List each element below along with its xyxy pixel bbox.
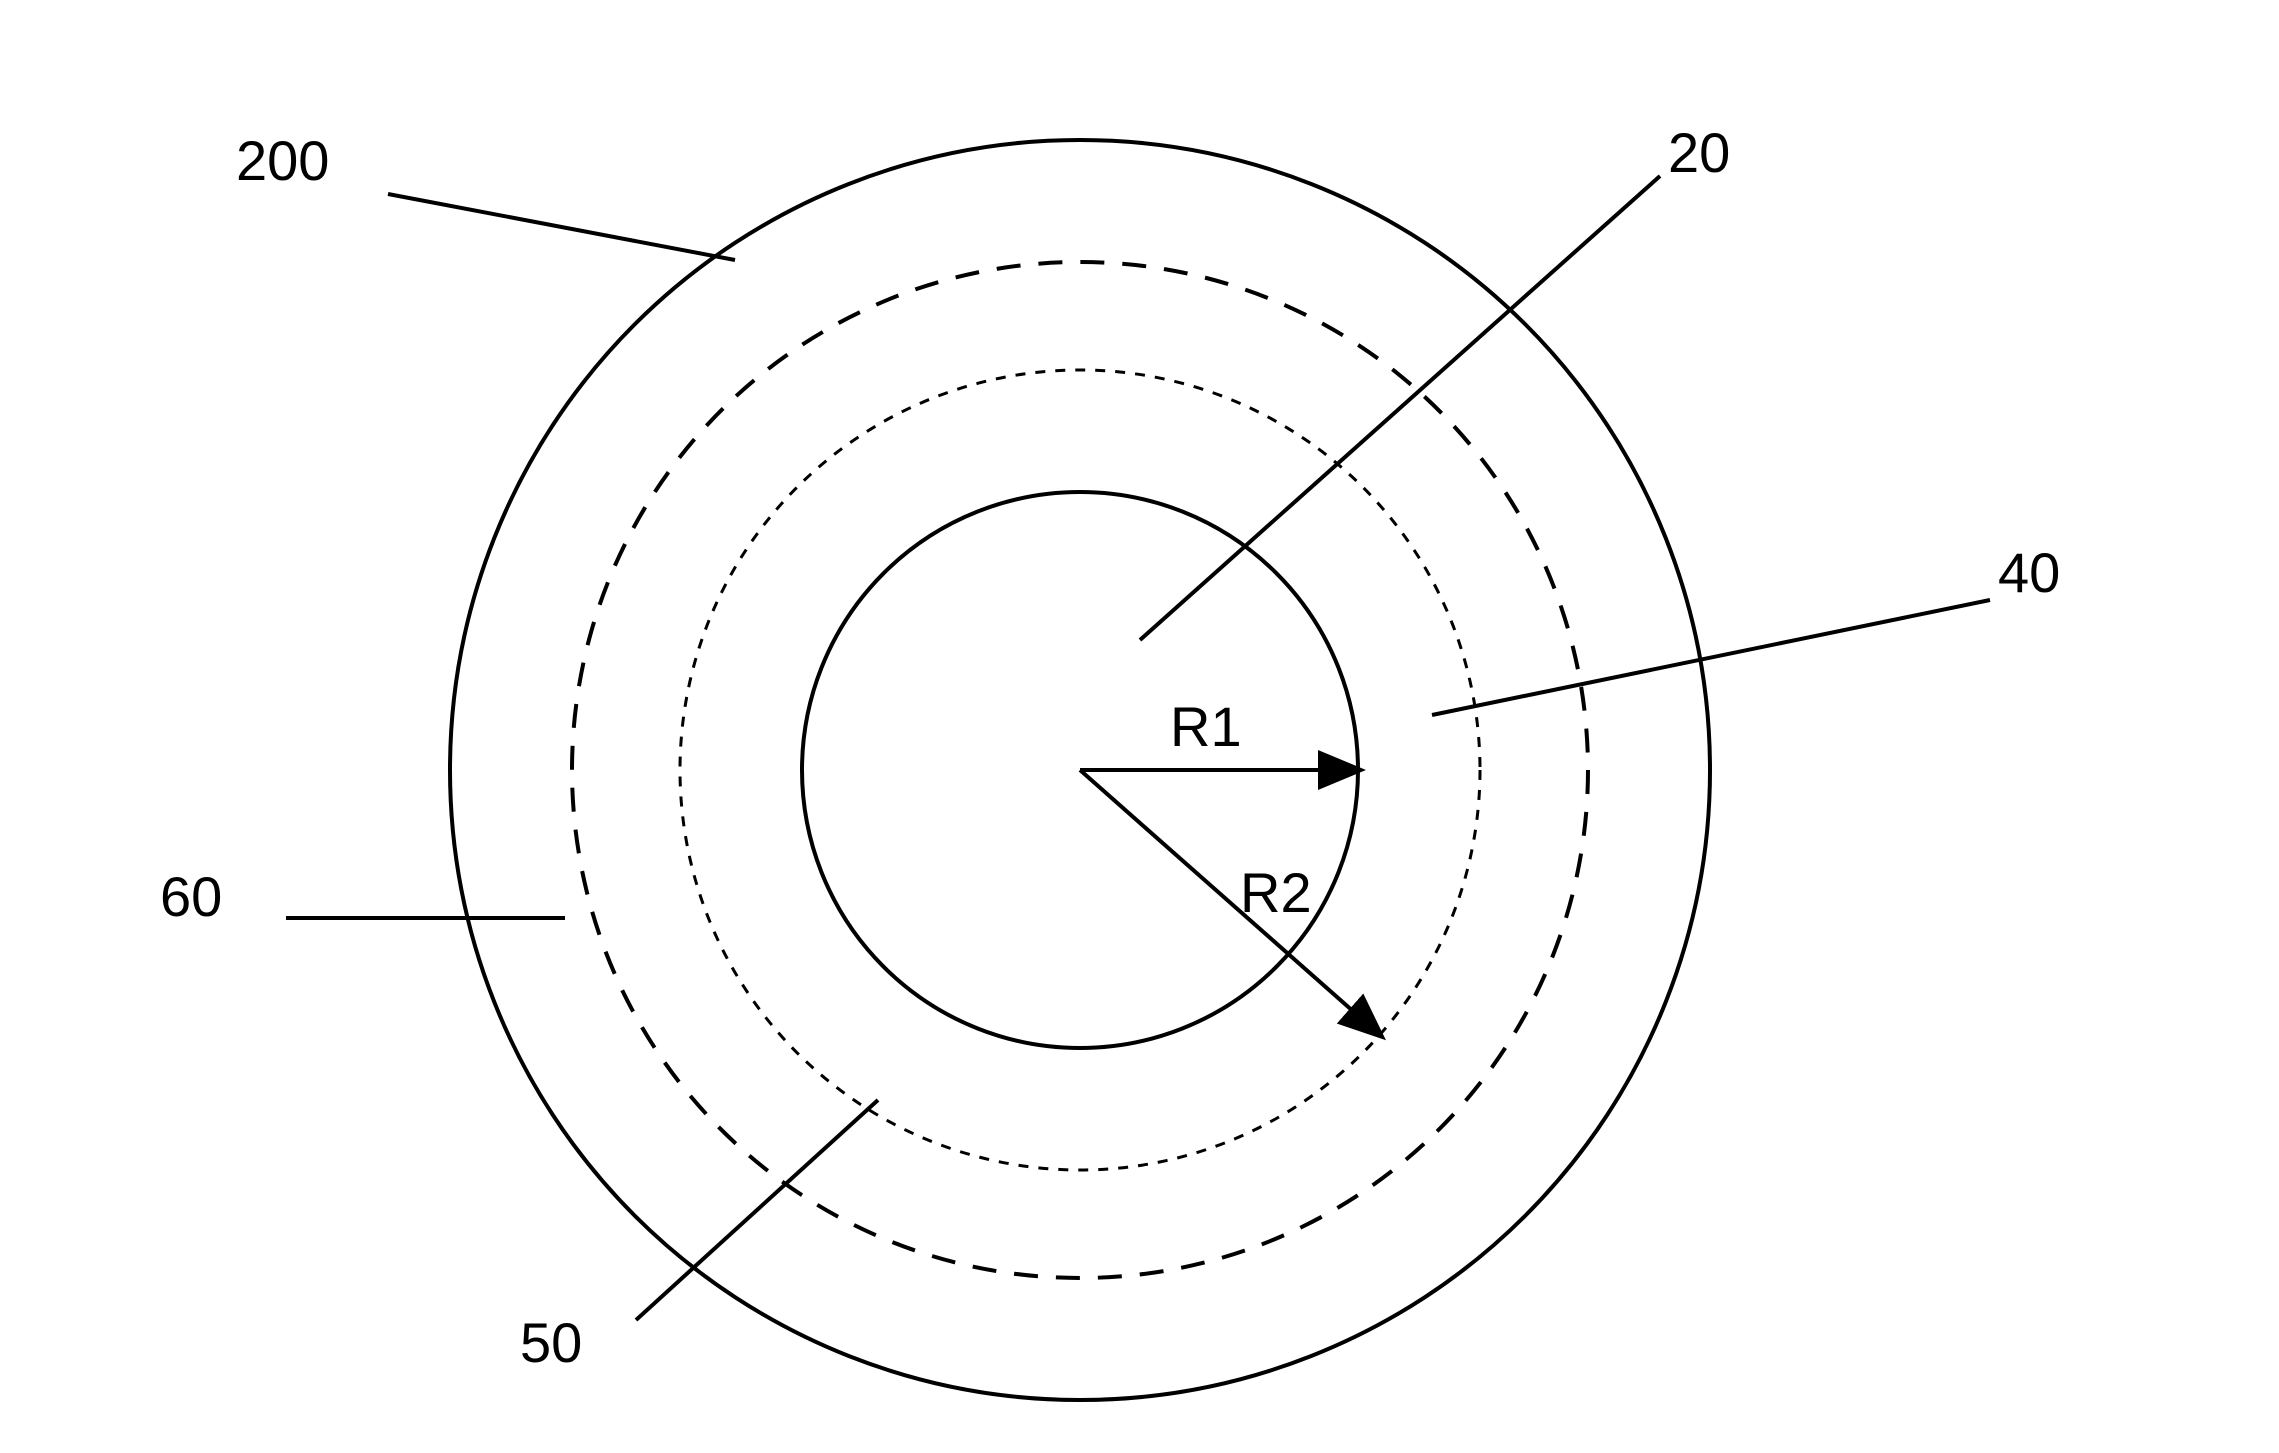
callout-label-40: 40 — [1998, 540, 2060, 605]
callout-line-40 — [1432, 600, 1990, 715]
radius-label-R1: R1 — [1170, 694, 1242, 759]
callout-label-200: 200 — [236, 128, 329, 193]
callout-line-200 — [388, 194, 735, 260]
concentric-circles-diagram: R1 R2 200 20 40 60 50 — [0, 0, 2279, 1453]
radius-arrow-R2 — [1080, 770, 1380, 1035]
callout-label-50: 50 — [520, 1310, 582, 1375]
callout-lines-group — [286, 176, 1990, 1320]
callout-line-50 — [636, 1100, 878, 1320]
diagram-svg — [0, 0, 2279, 1453]
callout-label-20: 20 — [1668, 120, 1730, 185]
callout-label-60: 60 — [160, 864, 222, 929]
radius-label-R2: R2 — [1240, 860, 1312, 925]
callout-line-20 — [1140, 176, 1660, 640]
radius-arrows-group — [1080, 770, 1380, 1035]
